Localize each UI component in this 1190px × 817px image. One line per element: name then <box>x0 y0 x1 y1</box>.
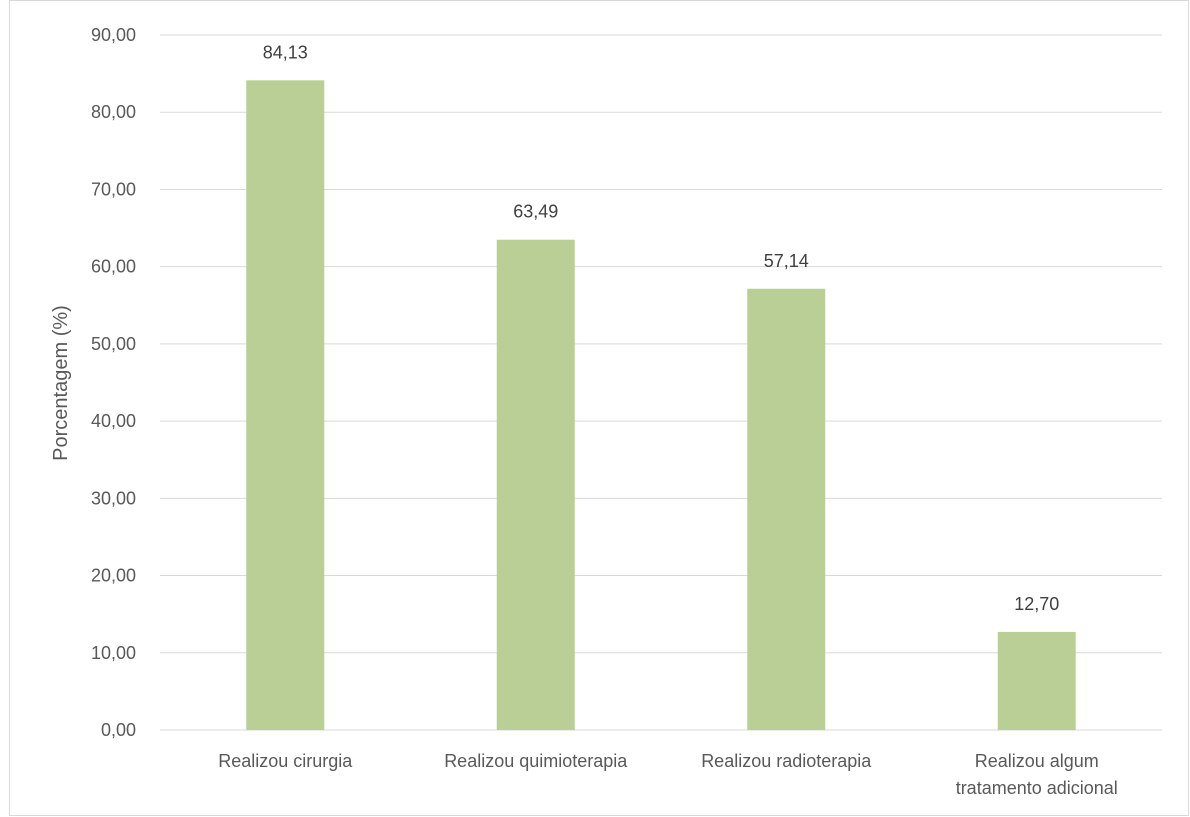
y-tick-label: 30,00 <box>91 488 136 508</box>
category-label: Realizou quimioterapia <box>444 751 628 771</box>
y-axis-title: Porcentagem (%) <box>50 305 72 461</box>
data-label: 84,13 <box>263 42 308 62</box>
category-label: Realizou algum <box>975 751 1099 771</box>
category-label: Realizou radioterapia <box>701 751 872 771</box>
bars <box>246 80 1076 730</box>
y-tick-label: 0,00 <box>101 720 136 740</box>
y-axis-tick-labels: 0,00 10,00 20,00 30,00 40,00 50,00 60,00 70,00 8… <box>91 25 136 740</box>
bar <box>747 288 826 730</box>
data-label: 63,49 <box>513 202 558 222</box>
y-tick-label: 50,00 <box>91 334 136 354</box>
category-label: tratamento adicional <box>956 778 1118 798</box>
bar <box>496 239 575 730</box>
y-tick-label: 40,00 <box>91 411 136 431</box>
y-tick-label: 20,00 <box>91 566 136 586</box>
y-tick-label: 70,00 <box>91 179 136 199</box>
y-tick-label: 60,00 <box>91 257 136 277</box>
category-label: Realizou cirurgia <box>218 751 353 771</box>
y-tick-label: 10,00 <box>91 643 136 663</box>
bar <box>246 80 325 730</box>
y-tick-label: 90,00 <box>91 25 136 45</box>
gridlines <box>160 34 1162 731</box>
data-labels: 84,13 63,49 57,14 12,70 <box>263 42 1060 614</box>
data-label: 57,14 <box>764 251 809 271</box>
data-label: 12,70 <box>1014 594 1059 614</box>
y-tick-label: 80,00 <box>91 102 136 122</box>
x-axis-category-labels: Realizou cirurgia Realizou quimioterapia R… <box>218 751 1118 798</box>
bar <box>997 631 1076 730</box>
chart-frame <box>9 0 1189 816</box>
